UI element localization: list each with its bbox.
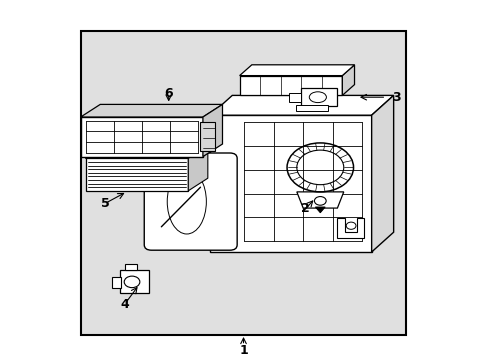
FancyBboxPatch shape <box>288 93 301 102</box>
Circle shape <box>314 197 325 205</box>
FancyBboxPatch shape <box>239 76 342 95</box>
FancyBboxPatch shape <box>210 115 371 252</box>
Text: 2: 2 <box>301 202 309 215</box>
Bar <box>81 31 405 335</box>
FancyBboxPatch shape <box>295 105 327 111</box>
FancyBboxPatch shape <box>120 270 149 293</box>
Text: 6: 6 <box>164 87 173 100</box>
Polygon shape <box>337 218 364 238</box>
FancyBboxPatch shape <box>200 122 215 151</box>
Polygon shape <box>315 207 325 213</box>
Text: 3: 3 <box>391 91 400 104</box>
FancyBboxPatch shape <box>300 88 337 106</box>
FancyBboxPatch shape <box>85 158 188 191</box>
Polygon shape <box>203 104 222 157</box>
Polygon shape <box>188 146 207 191</box>
FancyBboxPatch shape <box>81 117 203 157</box>
Polygon shape <box>210 95 393 115</box>
FancyBboxPatch shape <box>112 277 121 288</box>
FancyBboxPatch shape <box>124 264 137 270</box>
Text: 4: 4 <box>120 298 129 311</box>
Polygon shape <box>371 95 393 252</box>
FancyBboxPatch shape <box>144 153 237 250</box>
Polygon shape <box>239 65 354 76</box>
Text: 1: 1 <box>239 345 247 357</box>
Polygon shape <box>81 104 222 117</box>
Polygon shape <box>296 192 343 208</box>
Polygon shape <box>342 65 354 95</box>
Text: 5: 5 <box>101 197 109 210</box>
Polygon shape <box>85 146 207 158</box>
